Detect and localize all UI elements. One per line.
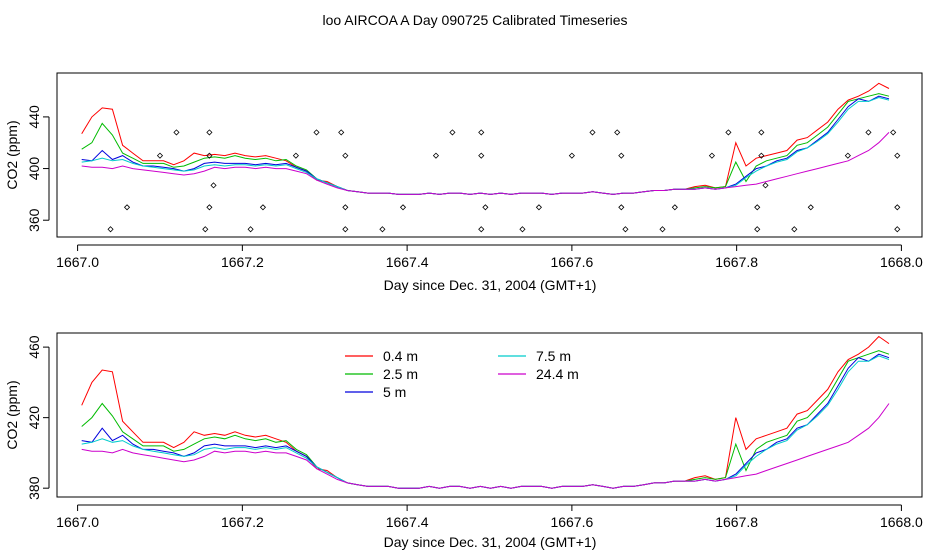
top-y-axis-label: CO2 (ppm)	[4, 120, 20, 189]
scatter-marker	[399, 204, 407, 211]
scatter-marker	[807, 204, 814, 211]
scatter-marker	[758, 152, 765, 159]
scatter-marker	[259, 204, 267, 211]
top-x-axis-label: Day since Dec. 31, 2004 (GMT+1)	[384, 277, 597, 293]
bottom-y-axis-label: CO2 (ppm)	[4, 380, 20, 449]
scatter-marker	[206, 204, 213, 211]
top-series-layer	[81, 82, 890, 195]
scatter-marker	[725, 129, 732, 136]
top-panel: 1667.0 1667.2 1667.4 1667.6 1667.8 1668.0 360 4…	[4, 72, 923, 293]
bottom-series-line-1	[81, 350, 890, 489]
bottom-x-tick-label: 1667.6	[550, 514, 593, 530]
top-x-tick-label: 1668.0	[880, 254, 923, 270]
bottom-plot-frame	[56, 332, 923, 498]
scatter-marker	[202, 226, 209, 233]
top-y-tick-label: 400	[26, 157, 42, 181]
scatter-marker	[478, 226, 485, 233]
scatter-marker	[894, 226, 901, 233]
scatter-marker	[173, 129, 180, 136]
top-x-tick-label: 1667.6	[550, 254, 593, 270]
scatter-marker	[313, 129, 320, 136]
top-x-tick-label: 1667.4	[386, 254, 429, 270]
legend: 0.4 m 2.5 m 5 m 7.5 m 24.4 m	[345, 348, 579, 400]
bottom-x-tick-label: 1667.4	[386, 514, 429, 530]
scatter-marker	[519, 226, 526, 233]
legend-label: 5 m	[383, 384, 406, 400]
bottom-y-tick-label: 420	[26, 406, 42, 430]
top-scatter-layer	[107, 129, 901, 233]
bottom-series-line-4	[81, 403, 890, 489]
scatter-marker	[762, 182, 769, 189]
top-x-tick-label: 1667.2	[221, 254, 264, 270]
scatter-marker	[618, 204, 625, 211]
scatter-marker	[292, 152, 299, 159]
top-series-line-1	[81, 93, 890, 195]
scatter-marker	[844, 152, 851, 159]
scatter-marker	[123, 204, 131, 211]
bottom-series-line-3	[81, 355, 890, 489]
bottom-series-layer	[81, 335, 890, 489]
scatter-marker	[894, 152, 901, 159]
top-series-line-3	[81, 96, 890, 195]
scatter-marker	[671, 204, 678, 211]
scatter-marker	[659, 226, 666, 233]
legend-label: 24.4 m	[536, 366, 579, 382]
bottom-x-tick-label: 1667.0	[56, 514, 99, 530]
scatter-marker	[342, 152, 349, 159]
bottom-y-tick-label: 380	[26, 476, 42, 500]
bottom-x-tick-label: 1668.0	[880, 514, 923, 530]
scatter-marker	[482, 204, 489, 211]
bottom-x-tick-label: 1667.8	[715, 514, 758, 530]
scatter-marker	[614, 129, 621, 136]
scatter-marker	[754, 204, 761, 211]
top-series-line-2	[81, 95, 890, 195]
scatter-marker	[379, 226, 386, 233]
top-series-line-0	[81, 82, 890, 195]
scatter-marker	[791, 226, 798, 233]
top-plot-frame	[56, 72, 923, 238]
scatter-marker	[206, 152, 213, 159]
legend-label: 0.4 m	[383, 348, 418, 364]
bottom-series-line-0	[81, 335, 890, 489]
scatter-marker	[206, 129, 213, 136]
top-y-tick-label: 360	[26, 208, 42, 232]
scatter-marker	[618, 152, 625, 159]
scatter-marker	[865, 129, 872, 136]
top-series-line-4	[81, 132, 890, 195]
bottom-y-tick-label: 460	[26, 335, 42, 359]
scatter-marker	[622, 226, 629, 233]
scatter-marker	[535, 204, 542, 211]
scatter-marker	[758, 129, 765, 136]
legend-label: 2.5 m	[383, 366, 418, 382]
scatter-marker	[754, 226, 761, 233]
scatter-marker	[478, 152, 485, 159]
figure-title: loo AIRCOA A Day 090725 Calibrated Times…	[322, 12, 627, 28]
scatter-marker	[342, 226, 349, 233]
scatter-marker	[890, 129, 897, 136]
bottom-series-line-2	[81, 353, 890, 489]
scatter-marker	[210, 182, 217, 189]
scatter-marker	[568, 152, 575, 159]
scatter-marker	[107, 226, 114, 233]
top-axes: 1667.0 1667.2 1667.4 1667.6 1667.8 1668.0 360 4…	[26, 105, 923, 270]
scatter-marker	[247, 226, 254, 233]
scatter-marker	[449, 129, 456, 136]
scatter-marker	[589, 129, 596, 136]
bottom-x-tick-label: 1667.2	[221, 514, 264, 530]
top-x-tick-label: 1667.8	[715, 254, 758, 270]
legend-label: 7.5 m	[536, 348, 571, 364]
scatter-marker	[478, 129, 485, 136]
bottom-axes: 1667.0 1667.2 1667.4 1667.6 1667.8 1668.0 380 4…	[26, 335, 923, 530]
scatter-marker	[708, 152, 715, 159]
top-y-tick-label: 440	[26, 105, 42, 129]
scatter-marker	[894, 204, 901, 211]
scatter-marker	[338, 129, 345, 136]
bottom-panel: 1667.0 1667.2 1667.4 1667.6 1667.8 1668.0 380 4…	[4, 332, 923, 550]
scatter-marker	[342, 204, 349, 211]
top-x-tick-label: 1667.0	[56, 254, 99, 270]
scatter-marker	[432, 152, 440, 159]
scatter-marker	[156, 152, 164, 159]
bottom-x-axis-label: Day since Dec. 31, 2004 (GMT+1)	[384, 534, 597, 550]
